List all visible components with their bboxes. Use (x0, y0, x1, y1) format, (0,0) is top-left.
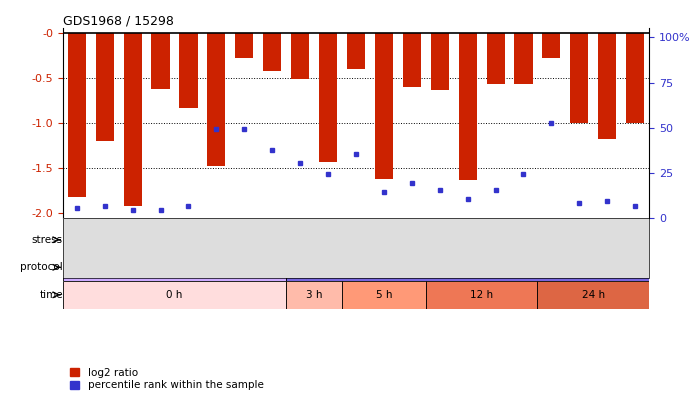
Bar (63, 281, 286, 309)
Bar (96, 33, 114, 141)
Bar (291, 33, 309, 79)
Text: 3 h: 3 h (306, 290, 322, 300)
Bar (68, 33, 86, 197)
Bar (347, 33, 365, 69)
Bar (375, 33, 393, 179)
Bar (598, 33, 616, 139)
Text: time: time (39, 290, 63, 300)
Bar (319, 33, 337, 162)
Text: hypoxia: hypoxia (392, 235, 432, 245)
Bar (514, 33, 533, 84)
Bar (342, 281, 426, 309)
Bar (63, 226, 174, 254)
Text: 5 h: 5 h (376, 290, 392, 300)
Text: protocol: protocol (20, 262, 63, 272)
Bar (431, 33, 449, 90)
Text: no reoxygenation: no reoxygenation (129, 262, 220, 272)
Bar (459, 33, 477, 180)
Bar (179, 33, 198, 108)
Text: 24 h: 24 h (581, 290, 605, 300)
Bar (235, 33, 253, 58)
Bar (487, 33, 505, 84)
Bar (570, 33, 588, 123)
Bar (63, 254, 286, 281)
Bar (263, 33, 281, 71)
Text: 12 h: 12 h (470, 290, 493, 300)
Text: stress: stress (31, 235, 63, 245)
Text: 0 h: 0 h (166, 290, 183, 300)
Bar (286, 281, 342, 309)
Text: reoxygenation: reoxygenation (430, 262, 505, 272)
Bar (537, 281, 649, 309)
Bar (403, 33, 421, 87)
Bar (151, 33, 170, 89)
Text: no hypoxia: no hypoxia (90, 235, 147, 245)
Bar (626, 33, 644, 123)
Bar (207, 33, 225, 166)
Text: GDS1968 / 15298: GDS1968 / 15298 (63, 14, 174, 27)
Bar (174, 226, 649, 254)
Bar (124, 33, 142, 206)
Legend: log2 ratio, percentile rank within the sample: log2 ratio, percentile rank within the s… (68, 366, 266, 392)
Bar (426, 281, 537, 309)
Bar (542, 33, 560, 58)
Bar (286, 254, 649, 281)
